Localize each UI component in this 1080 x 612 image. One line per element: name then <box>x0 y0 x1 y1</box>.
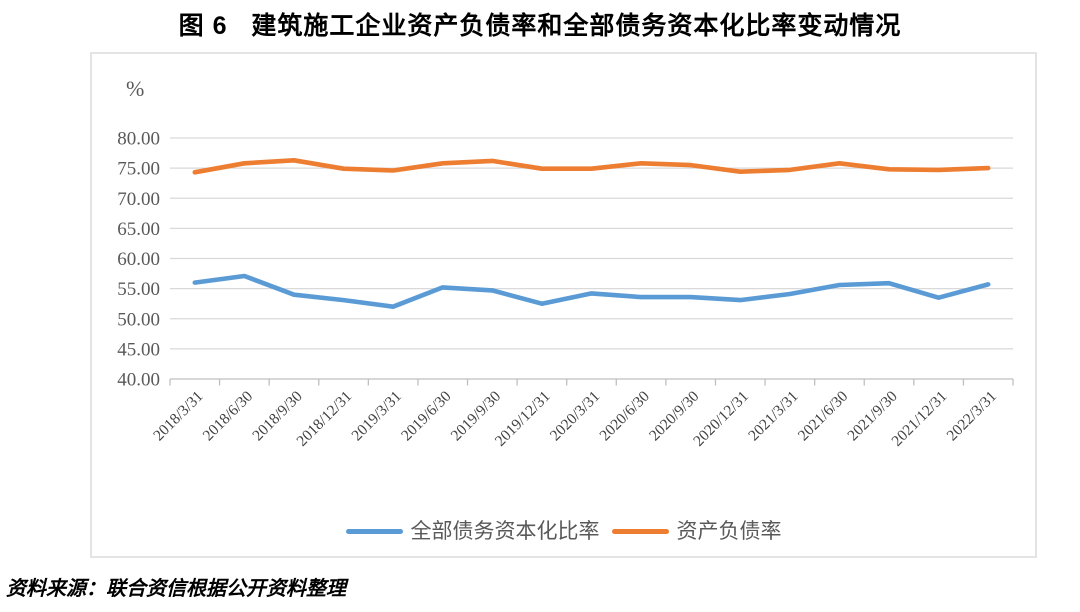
x-axis-label: 2020/3/31 <box>547 388 603 444</box>
x-axis-label: 2021/6/30 <box>795 388 852 445</box>
y-axis-label: 45.00 <box>117 339 160 360</box>
chart-svg: % 40.00 45.00 50.00 55.00 60.00 65.00 70.00 75.… <box>117 76 1014 450</box>
x-axis-label: 2019/6/30 <box>398 388 455 445</box>
gridlines-group <box>169 137 1014 386</box>
y-axis-unit-label: % <box>126 76 144 101</box>
y-axis-label: 75.00 <box>117 159 160 180</box>
series-group <box>192 158 991 309</box>
chart-legend: 全部债务资本化比率 资产负债率 <box>92 521 1035 542</box>
x-axis-labels-group: 2018/3/312018/6/302018/9/302018/12/31201… <box>150 388 1000 450</box>
asset-liability-ratio-line <box>192 158 991 175</box>
x-axis-label: 2021/3/31 <box>745 388 801 444</box>
y-axis-label: 80.00 <box>117 129 160 150</box>
y-axis-label: 70.00 <box>117 189 160 210</box>
legend-item-debt-capitalization-ratio[interactable]: 全部债务资本化比率 <box>345 520 600 543</box>
debt-capitalization-ratio-line <box>192 273 991 309</box>
x-axis-label: 2018/6/30 <box>200 388 257 445</box>
y-axis-label: 50.00 <box>117 309 160 330</box>
chart-area: % 40.00 45.00 50.00 55.00 60.00 65.00 70.00 75.… <box>90 52 1037 558</box>
x-axis-label: 2018/3/31 <box>150 388 206 444</box>
y-axis-label: 40.00 <box>117 370 160 391</box>
y-axis-label: 60.00 <box>117 249 160 270</box>
y-axis-label: 55.00 <box>117 279 160 300</box>
figure-title: 图 6 建筑施工企业资产负债率和全部债务资本化比率变动情况 <box>178 12 902 40</box>
legend-swatch-debt-capitalization-ratio <box>345 529 403 534</box>
x-axis-label: 2019/3/31 <box>348 388 404 444</box>
legend-swatch-asset-liability-ratio <box>611 529 669 534</box>
legend-label-asset-liability-ratio: 资产负债率 <box>676 520 782 543</box>
y-axis-labels-group: 40.00 45.00 50.00 55.00 60.00 65.00 70.00 75.00… <box>117 129 160 391</box>
source-note: 资料来源：联合资信根据公开资料整理 <box>6 578 346 600</box>
legend-item-asset-liability-ratio[interactable]: 资产负债率 <box>611 520 782 543</box>
x-axis-label: 2022/3/31 <box>944 388 1000 444</box>
y-axis-label: 65.00 <box>117 219 160 240</box>
legend-label-debt-capitalization-ratio: 全部债务资本化比率 <box>410 520 600 543</box>
x-axis-label: 2020/6/30 <box>596 388 653 445</box>
